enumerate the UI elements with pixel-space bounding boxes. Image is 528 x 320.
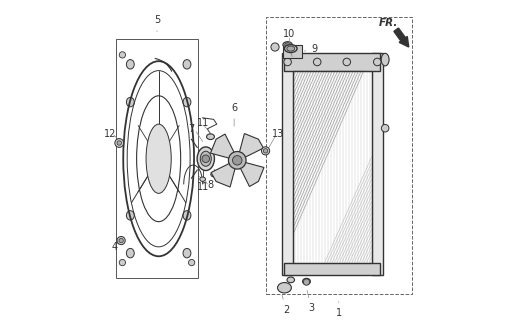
Bar	[285, 263, 381, 275]
Text: 6: 6	[231, 103, 237, 126]
Ellipse shape	[283, 42, 293, 48]
Text: 11: 11	[196, 182, 209, 192]
Circle shape	[373, 58, 381, 66]
Circle shape	[119, 238, 124, 243]
Ellipse shape	[183, 248, 191, 258]
Circle shape	[271, 43, 279, 51]
Text: FR.: FR.	[379, 19, 398, 28]
Ellipse shape	[126, 211, 134, 220]
Ellipse shape	[183, 60, 191, 69]
Circle shape	[117, 141, 121, 145]
Bar	[285, 53, 381, 71]
Text: 2: 2	[282, 295, 289, 315]
Polygon shape	[239, 162, 264, 187]
Circle shape	[343, 58, 351, 66]
Circle shape	[119, 52, 126, 58]
Text: 10: 10	[283, 29, 295, 39]
Circle shape	[381, 124, 389, 132]
Bar	[116, 39, 198, 278]
Text: 11: 11	[196, 117, 209, 128]
Text: 5: 5	[154, 15, 160, 32]
Ellipse shape	[303, 278, 310, 284]
Ellipse shape	[146, 124, 171, 193]
Circle shape	[263, 149, 268, 153]
Text: 7: 7	[188, 124, 195, 134]
Ellipse shape	[381, 53, 389, 66]
Ellipse shape	[200, 177, 205, 181]
Ellipse shape	[126, 60, 134, 69]
Ellipse shape	[197, 147, 214, 171]
Circle shape	[229, 151, 246, 169]
Bar	[282, 53, 293, 275]
Ellipse shape	[183, 211, 191, 220]
Ellipse shape	[126, 248, 134, 258]
Bar	[372, 53, 383, 275]
Circle shape	[232, 156, 242, 165]
Bar	[283, 45, 302, 58]
Text: 3: 3	[307, 291, 314, 313]
Circle shape	[202, 155, 210, 163]
Ellipse shape	[285, 45, 297, 52]
Text: 8: 8	[208, 180, 213, 190]
Ellipse shape	[285, 43, 290, 47]
Circle shape	[261, 147, 270, 155]
Polygon shape	[211, 163, 235, 187]
Ellipse shape	[211, 172, 216, 177]
Circle shape	[188, 260, 195, 266]
Ellipse shape	[287, 277, 295, 283]
Text: 13: 13	[272, 129, 284, 139]
Circle shape	[115, 139, 124, 148]
Text: 9: 9	[305, 44, 317, 53]
Text: 4: 4	[111, 242, 118, 252]
Circle shape	[303, 279, 309, 285]
Ellipse shape	[183, 97, 191, 107]
Polygon shape	[211, 134, 235, 159]
Bar	[293, 71, 372, 263]
Circle shape	[117, 236, 125, 245]
Circle shape	[314, 58, 321, 66]
Ellipse shape	[287, 46, 295, 51]
Circle shape	[119, 260, 126, 266]
Ellipse shape	[200, 151, 211, 166]
Bar	[266, 17, 412, 294]
Ellipse shape	[206, 134, 214, 140]
Ellipse shape	[278, 283, 291, 293]
Text: 12: 12	[104, 129, 117, 139]
FancyArrow shape	[394, 28, 409, 47]
Text: 1: 1	[336, 301, 342, 318]
Ellipse shape	[126, 97, 134, 107]
Polygon shape	[239, 133, 263, 158]
Circle shape	[284, 58, 291, 66]
